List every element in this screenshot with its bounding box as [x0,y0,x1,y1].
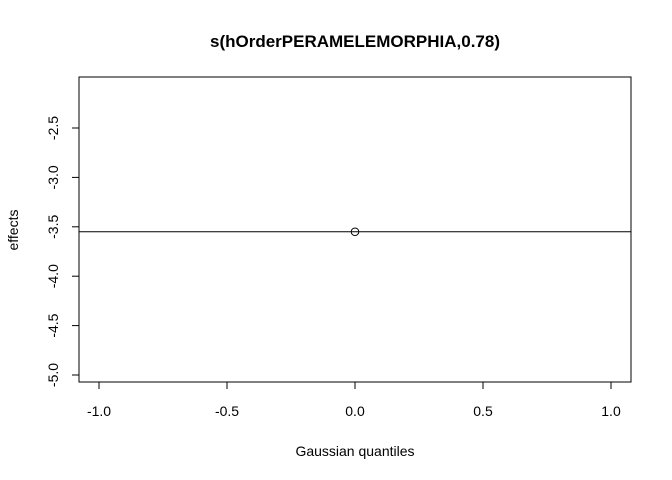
y-tick-label: -5.0 [45,363,61,387]
x-tick-label: -1.0 [87,403,111,419]
y-tick-label: -4.0 [45,264,61,288]
x-tick-label: 0.0 [345,403,365,419]
chart-title: s(hOrderPERAMELEMORPHIA,0.78) [210,32,500,51]
x-axis: -1.0 -0.5 0.0 0.5 1.0 [87,381,621,419]
y-axis-label: effects [5,210,21,251]
y-tick-label: -3.0 [45,165,61,189]
x-tick-label: 0.5 [473,403,493,419]
y-tick-label: -3.5 [45,215,61,239]
data-point [350,227,360,237]
x-tick-label: -0.5 [215,403,239,419]
y-tick-label: -4.5 [45,313,61,337]
y-axis: -5.0 -4.5 -4.0 -3.5 -3.0 -2.5 [45,116,80,387]
plot-marks [79,227,631,237]
x-tick-label: 1.0 [601,403,621,419]
y-tick-label: -2.5 [45,116,61,140]
x-axis-label: Gaussian quantiles [295,443,414,459]
